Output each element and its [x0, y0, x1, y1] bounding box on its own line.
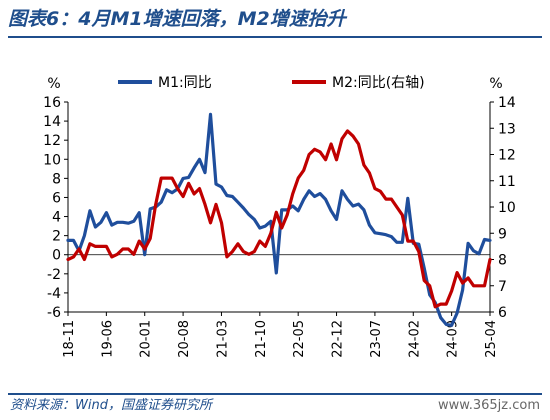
x-tick-label: 18-11: [62, 320, 77, 358]
left-tick-label: 14: [43, 114, 61, 130]
left-tick-label: 2: [52, 229, 61, 245]
right-tick-label: 13: [498, 121, 516, 137]
left-tick-label: 16: [43, 95, 61, 111]
right-tick-label: 10: [498, 200, 516, 216]
right-tick-label: 8: [498, 253, 507, 269]
axes-layer: -6 -4 -2 0 2 4 6 8 10 12 14 16 6 7 8 9 10 11 12 13 14% % 18-11…: [43, 76, 516, 358]
right-tick-label: 6: [498, 305, 507, 321]
title-divider: [8, 36, 542, 38]
left-tick-label: -4: [47, 286, 61, 302]
legend-label: M1:同比: [158, 75, 212, 91]
left-tick-label: 6: [52, 190, 61, 206]
left-axis-unit: %: [47, 76, 60, 92]
right-tick-label: 14: [498, 95, 516, 111]
left-tick-label: 12: [43, 133, 61, 149]
x-tick-label: 19-06: [100, 320, 115, 358]
x-tick-label: 25-04: [484, 320, 499, 358]
x-tick-label: 20-01: [139, 320, 154, 358]
right-tick-label: 9: [498, 226, 507, 242]
left-tick-label: -2: [47, 267, 61, 283]
right-tick-label: 12: [498, 148, 516, 164]
left-tick-label: 8: [52, 171, 61, 187]
right-tick-label: 11: [498, 174, 516, 190]
series-line-m1: [66, 112, 492, 327]
left-tick-label: 10: [43, 152, 61, 168]
figure-title: 图表6：4月M1增速回落，M2增速抬升: [8, 8, 346, 30]
legend-label: M2:同比(右轴): [332, 75, 425, 91]
legend: M1:同比 M2:同比(右轴): [118, 75, 425, 91]
x-tick-label: 22-12: [331, 320, 346, 358]
line-chart: -6 -4 -2 0 2 4 6 8 10 12 14 16 6 7 8 9 10 11 12 13 14% % 18-11…: [43, 75, 516, 358]
source-note: 资料来源：Wind，国盛证券研究所: [10, 398, 212, 413]
right-axis-unit: %: [489, 76, 502, 92]
x-tick-label: 24-09: [446, 320, 461, 358]
x-tick-label: 21-03: [215, 320, 230, 358]
x-tick-label: 22-05: [292, 320, 307, 358]
watermark: www.365jz.com: [438, 398, 540, 413]
x-tick-label: 23-07: [369, 320, 384, 358]
x-tick-label: 21-10: [254, 320, 269, 358]
right-tick-label: 7: [498, 279, 507, 295]
left-tick-label: 4: [52, 210, 61, 226]
source-divider: [8, 393, 542, 395]
left-tick-label: 0: [52, 248, 61, 264]
series-layer: [66, 112, 492, 327]
series-line-m2: [66, 129, 492, 309]
x-tick-label: 24-02: [407, 320, 422, 358]
x-tick-label: 20-08: [177, 320, 192, 358]
left-tick-label: -6: [47, 305, 61, 321]
